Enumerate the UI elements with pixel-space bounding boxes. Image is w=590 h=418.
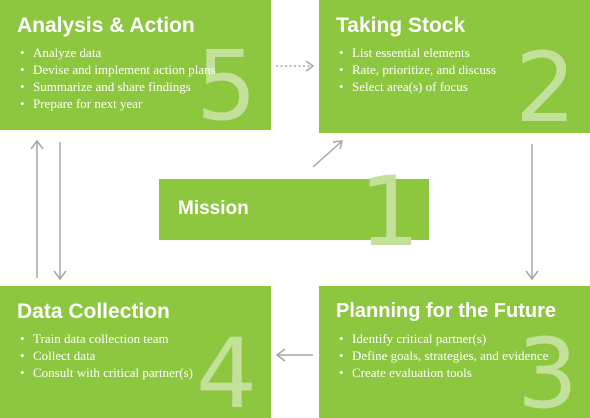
list-item: Analyze data: [18, 44, 216, 61]
analysis-action-title: Analysis & Action: [17, 14, 195, 37]
data-collection-title: Data Collection: [17, 300, 170, 323]
dotted-arrow-5-to-2-head: [305, 60, 315, 72]
list-item: Train data collection team: [18, 330, 193, 347]
arrow-4-to-5-head: [30, 139, 44, 150]
list-item: Define goals, strategies, and evidence: [337, 347, 548, 364]
mission-title: Mission: [178, 198, 249, 219]
list-item: Rate, prioritize, and discuss: [337, 61, 496, 78]
planning-list: Identify critical partner(s) Define goal…: [337, 330, 548, 381]
list-item: Select area(s) of focus: [337, 78, 496, 95]
taking-stock-title: Taking Stock: [336, 14, 466, 37]
list-item: Summarize and share findings: [18, 78, 216, 95]
taking-stock-list: List essential elements Rate, prioritize…: [337, 44, 496, 95]
analysis-action-list: Analyze data Devise and implement action…: [18, 44, 216, 112]
step-number-2: 2: [515, 32, 577, 133]
list-item: Identify critical partner(s): [337, 330, 548, 347]
list-item: List essential elements: [337, 44, 496, 61]
step-number-4: 4: [196, 318, 258, 418]
list-item: Consult with critical partner(s): [18, 364, 193, 381]
list-item: Create evaluation tools: [337, 364, 548, 381]
data-collection-list: Train data collection team Collect data …: [18, 330, 193, 381]
planning-box: 3 Planning for the Future Identify criti…: [319, 286, 590, 418]
arrow-1-to-2-head: [332, 140, 343, 150]
arrow-2-to-3-head: [525, 270, 539, 281]
list-item: Collect data: [18, 347, 193, 364]
arrow-1-to-2: [312, 141, 342, 168]
mission-box: 1 Mission: [159, 164, 429, 260]
mission-background: [159, 179, 429, 240]
analysis-action-box: 5 Analysis & Action Analyze data Devise …: [0, 0, 271, 130]
data-collection-box: 4 Data Collection Train data collection …: [0, 286, 271, 418]
arrow-5-to-4-head: [53, 270, 67, 281]
planning-title: Planning for the Future: [336, 300, 556, 322]
list-item: Devise and implement action plans: [18, 61, 216, 78]
step-number-1: 1: [359, 156, 421, 268]
list-item: Prepare for next year: [18, 95, 216, 112]
taking-stock-box: 2 Taking Stock List essential elements R…: [319, 0, 590, 133]
arrow-3-to-4-head: [275, 348, 286, 362]
